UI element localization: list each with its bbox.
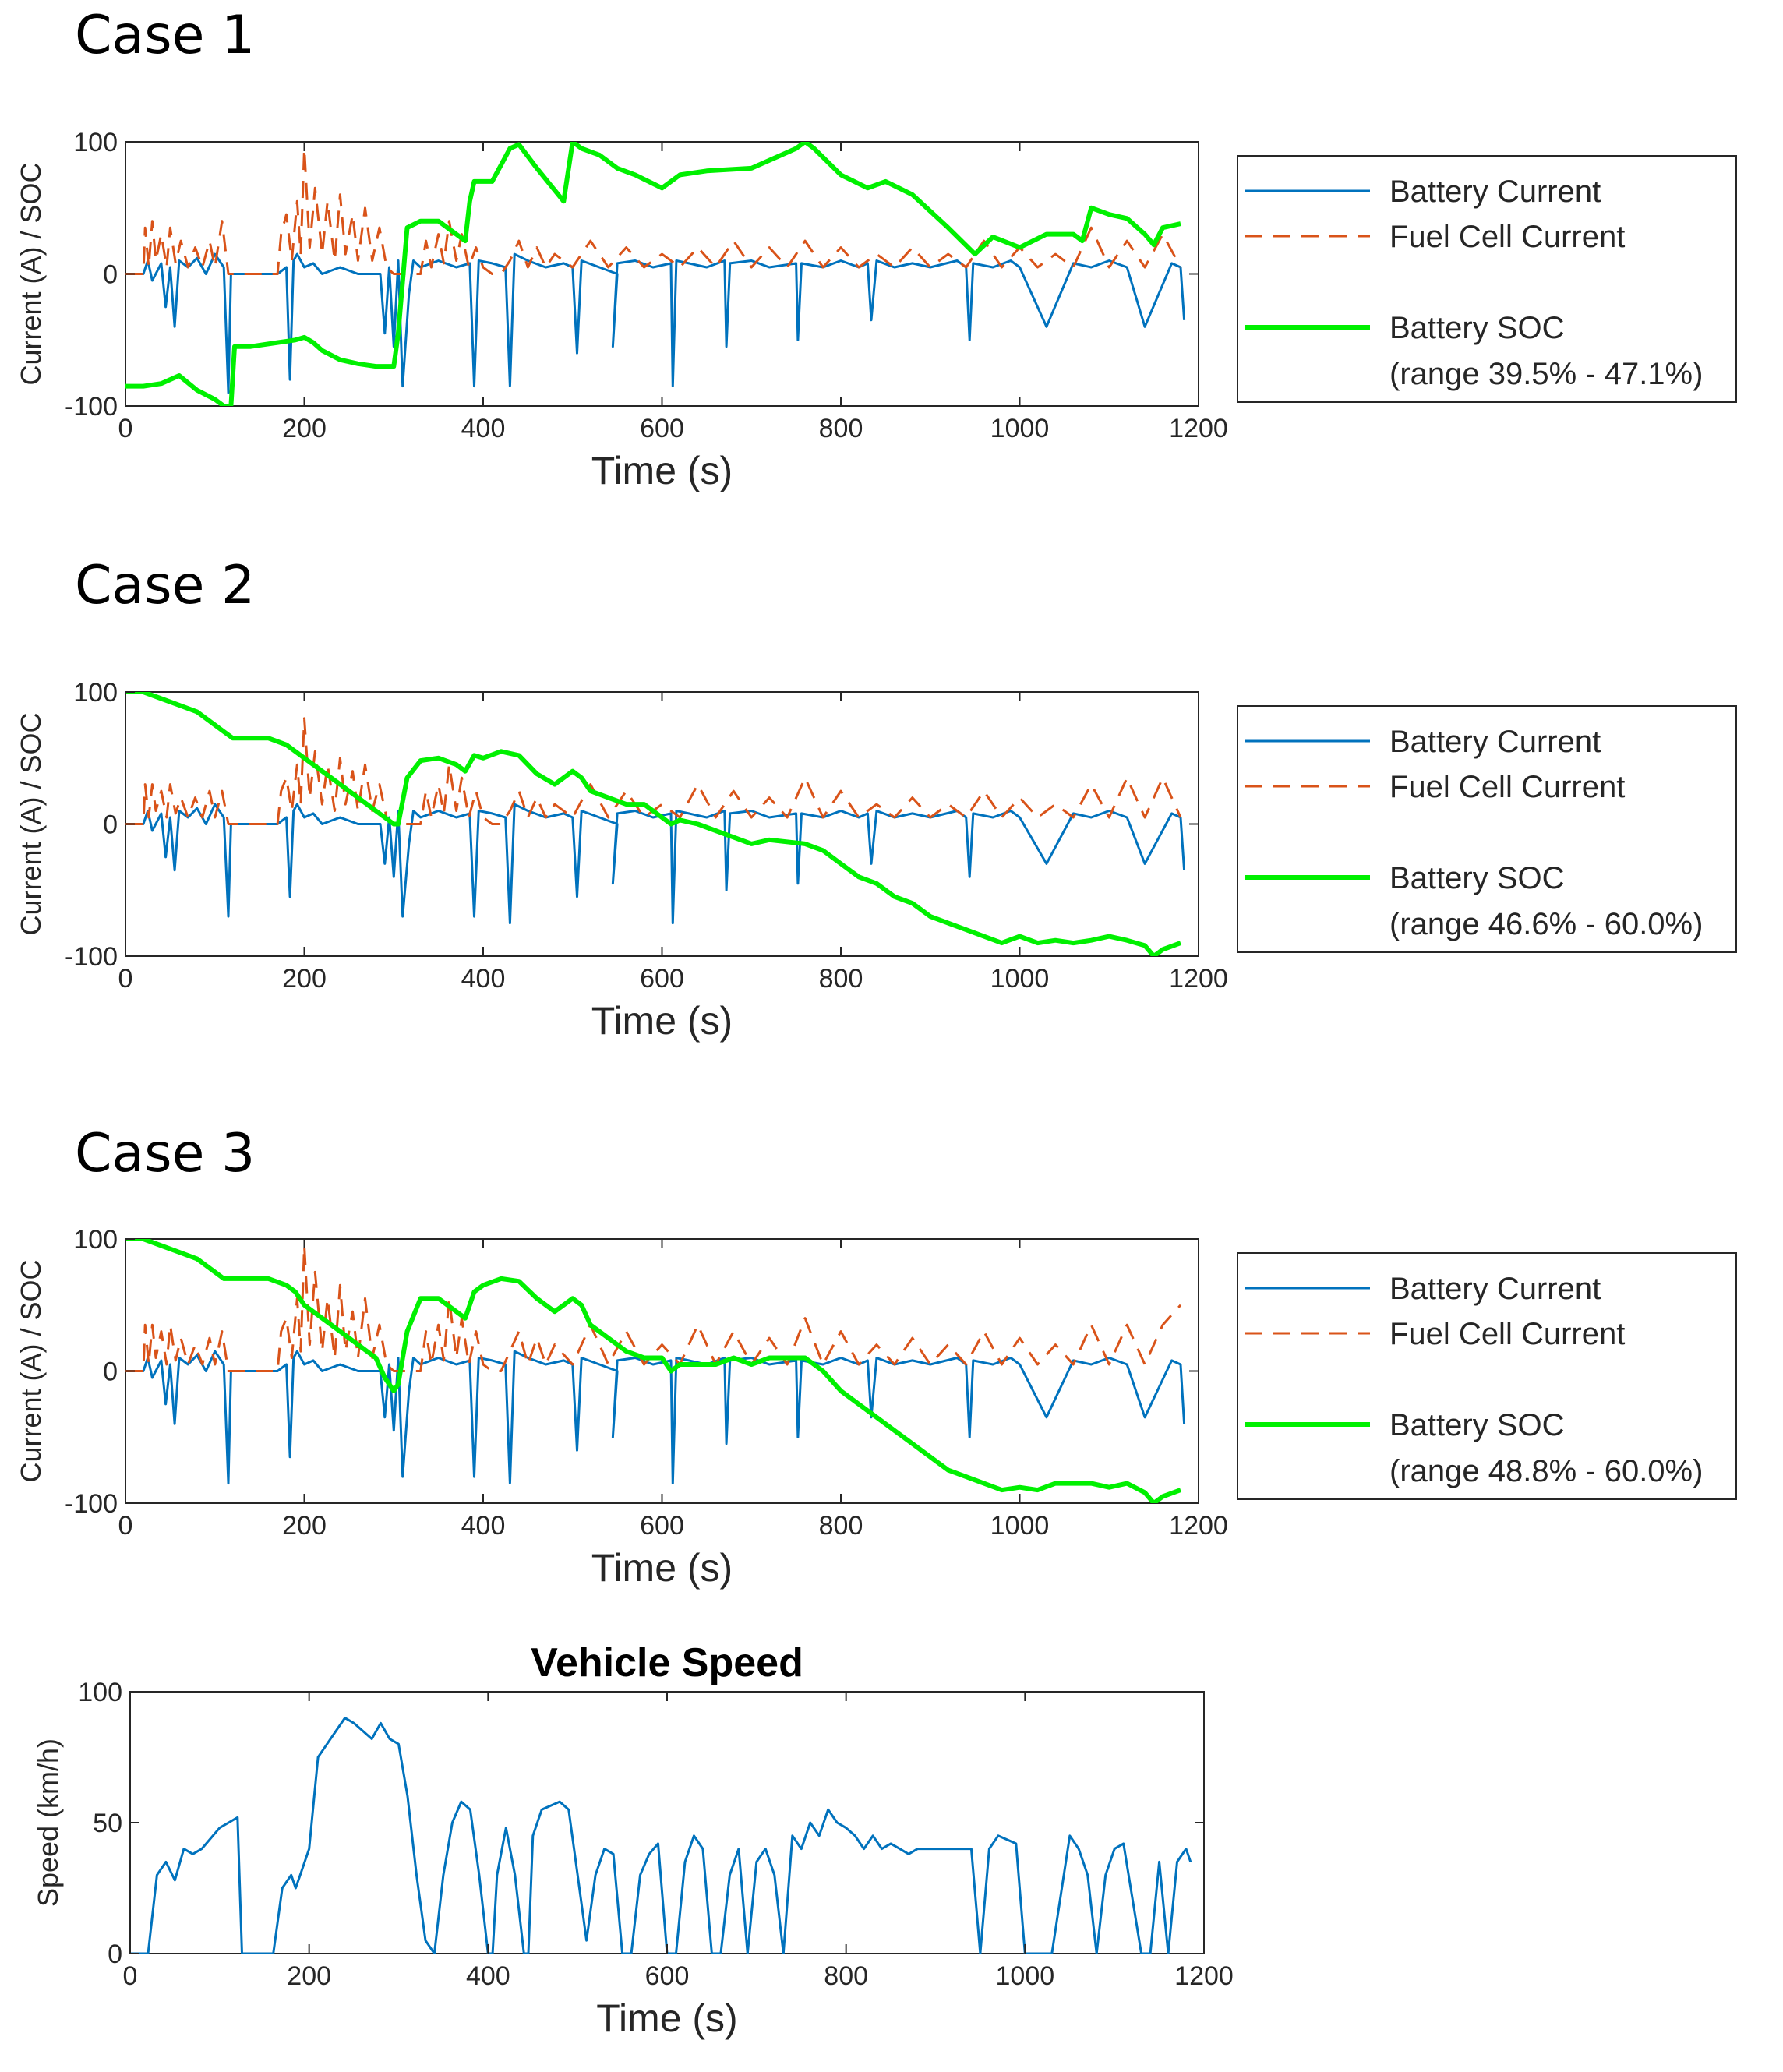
x-tick-label: 0	[118, 964, 133, 994]
y-tick-label: 0	[103, 810, 118, 840]
x-tick-label: 800	[819, 964, 863, 994]
y-tick-label: 100	[73, 128, 118, 157]
x-tick-label: 1200	[1169, 414, 1228, 443]
plot-area	[129, 1691, 1205, 1954]
battery-soc-line	[125, 692, 1182, 956]
x-tick-label: 800	[819, 1511, 863, 1541]
y-tick-label: 100	[73, 1225, 118, 1255]
x-tick-label: 1200	[1169, 964, 1228, 994]
legend-battery-current-label: Battery Current	[1389, 725, 1601, 759]
legend-battery-soc-range: (range 39.5% - 47.1%)	[1389, 357, 1703, 391]
y-tick-label: 100	[78, 1678, 122, 1707]
legend-fuel-cell-current-label: Fuel Cell Current	[1389, 1317, 1625, 1351]
y-tick-label: -100	[65, 942, 118, 972]
x-tick-label: 0	[123, 1961, 138, 1991]
x-axis-label: Time (s)	[591, 1546, 733, 1590]
x-tick-label: 600	[640, 964, 684, 994]
legend-box	[1237, 1252, 1737, 1500]
y-axis-label: Current (A) / SOC	[15, 162, 47, 385]
y-axis-label: Current (A) / SOC	[15, 1259, 47, 1482]
x-tick-label: 0	[118, 414, 133, 443]
x-tick-label: 1200	[1174, 1961, 1234, 1991]
speed-line	[130, 1717, 1192, 1954]
x-tick-label: 600	[640, 1511, 684, 1541]
fuel-cell-current-line	[125, 1244, 1182, 1372]
fuel-cell-current-line	[125, 147, 1182, 275]
case-2-heading: Case 2	[75, 555, 256, 616]
x-tick-label: 400	[466, 1961, 510, 1991]
x-tick-label: 200	[282, 414, 327, 443]
x-tick-label: 200	[282, 1511, 327, 1541]
y-tick-label: -100	[65, 392, 118, 422]
y-tick-label: 0	[108, 1940, 122, 1969]
series-group	[130, 1717, 1192, 1954]
x-tick-label: 0	[118, 1511, 133, 1541]
legend-battery-soc-label: Battery SOC	[1389, 311, 1565, 345]
legend-battery-current-label: Battery Current	[1389, 1272, 1601, 1306]
x-axis-label: Time (s)	[591, 449, 733, 492]
legend-box	[1237, 155, 1737, 403]
x-axis-label: Time (s)	[596, 1996, 737, 2040]
battery-soc-line	[125, 142, 1181, 406]
legend-battery-current-label: Battery Current	[1389, 175, 1601, 209]
battery-soc-line	[125, 1239, 1182, 1503]
legend-battery-soc-range: (range 48.8% - 60.0%)	[1389, 1454, 1703, 1488]
x-tick-label: 1000	[990, 964, 1050, 994]
y-tick-label: -100	[65, 1489, 118, 1519]
y-axis-label: Speed (km/h)	[32, 1738, 64, 1907]
x-tick-label: 200	[282, 964, 327, 994]
x-tick-label: 1000	[990, 414, 1050, 443]
legend-box	[1237, 705, 1737, 953]
y-tick-label: 0	[103, 260, 118, 290]
x-tick-label: 600	[645, 1961, 690, 1991]
x-tick-label: 400	[461, 1511, 506, 1541]
legend-battery-soc-label: Battery SOC	[1389, 1408, 1565, 1442]
x-tick-label: 600	[640, 414, 684, 443]
x-tick-label: 800	[824, 1961, 868, 1991]
x-tick-label: 400	[461, 414, 506, 443]
battery-current-line	[125, 252, 1186, 394]
legend-fuel-cell-current-label: Fuel Cell Current	[1389, 770, 1625, 804]
y-axis-label: Current (A) / SOC	[15, 712, 47, 935]
series-group	[125, 1239, 1186, 1503]
x-tick-label: 800	[819, 414, 863, 443]
legend-fuel-cell-current-label: Fuel Cell Current	[1389, 220, 1625, 254]
vehicle-speed-chart: Vehicle Speed 0 200 400 600 800 1000 1200 0 50 100…	[32, 1640, 1234, 2040]
chart-title: Vehicle Speed	[531, 1640, 803, 1685]
plot-area	[125, 1238, 1199, 1504]
x-tick-label: 1000	[990, 1511, 1050, 1541]
x-tick-label: 1000	[996, 1961, 1055, 1991]
x-tick-label: 1200	[1169, 1511, 1228, 1541]
series-group	[125, 692, 1186, 956]
legend-battery-soc-range: (range 46.6% - 60.0%)	[1389, 907, 1703, 941]
x-axis-label: Time (s)	[591, 999, 733, 1043]
legend-battery-soc-label: Battery SOC	[1389, 861, 1565, 895]
y-tick-label: 100	[73, 678, 118, 708]
case-3-heading: Case 3	[75, 1123, 256, 1184]
x-tick-label: 200	[287, 1961, 331, 1991]
case-1-heading: Case 1	[75, 5, 256, 66]
fuel-cell-current-line	[125, 717, 1182, 825]
y-tick-label: 0	[103, 1357, 118, 1387]
x-tick-label: 400	[461, 964, 506, 994]
series-group	[125, 142, 1186, 406]
y-tick-label: 50	[93, 1809, 122, 1838]
